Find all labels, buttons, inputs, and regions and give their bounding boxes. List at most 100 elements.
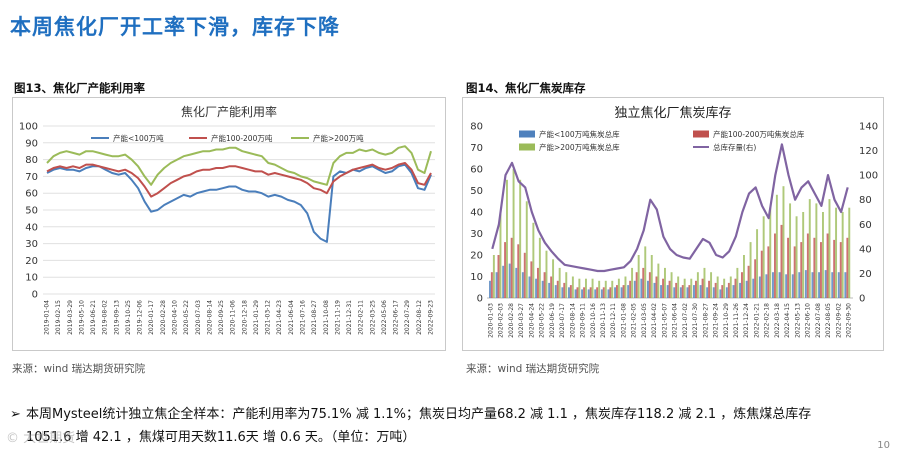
bar: [758, 276, 761, 298]
bar: [655, 276, 658, 298]
x-tick-label: 2019-06-21: [90, 300, 97, 335]
bar: [756, 229, 759, 298]
bar: [714, 282, 717, 298]
bar: [578, 278, 581, 298]
bar: [721, 285, 724, 298]
bar: [767, 246, 770, 298]
x-tick-label: 2022-05-06: [381, 300, 388, 335]
bar: [703, 267, 706, 298]
bar: [637, 255, 640, 298]
bar: [787, 237, 790, 298]
x-tick-label: 2020-04-10: [172, 300, 179, 335]
bar: [543, 272, 546, 298]
bar: [556, 280, 559, 298]
x-tick-label: 2021-12-24: [743, 303, 750, 338]
x-tick-label: 2019-12-06: [137, 300, 144, 335]
x-tick-label: 2019-05-10: [78, 300, 85, 335]
chart13-label: 图13、焦化厂产能利用率: [14, 81, 146, 95]
bar: [552, 259, 555, 298]
bar: [808, 199, 811, 298]
bar: [596, 287, 599, 299]
bar: [569, 285, 572, 298]
slide-title: 本周焦化厂开工率下滑，库存下降: [10, 15, 340, 39]
bar: [846, 237, 849, 298]
bar: [510, 237, 513, 298]
bar: [804, 270, 807, 298]
x-tick-label: 2020-02-28: [160, 300, 167, 335]
bar: [686, 287, 689, 299]
x-tick-label: 2022-06-17: [393, 300, 400, 335]
bar: [508, 263, 511, 298]
chart-title: 焦化厂产能利用率: [181, 104, 277, 119]
bar: [506, 179, 508, 299]
x-tick-label: 2022-02-18: [764, 303, 771, 338]
x-tick-label: 2022-04-15: [784, 303, 791, 338]
bar: [558, 267, 561, 298]
bar: [504, 242, 507, 298]
bar: [545, 250, 548, 298]
bar: [517, 244, 520, 299]
bar: [614, 287, 617, 299]
bar: [785, 274, 788, 298]
x-tick-label: 2022-07-29: [404, 300, 411, 335]
y-tick-label: 60: [25, 189, 38, 200]
y-right-tick-label: 40: [859, 244, 872, 255]
bar: [696, 272, 699, 298]
x-tick-label: 2021-08-27: [311, 300, 318, 335]
y-right-tick-label: 140: [859, 122, 878, 133]
y-tick-label: 70: [25, 172, 38, 183]
y-right-tick-label: 80: [859, 195, 872, 206]
bar: [741, 272, 743, 298]
bar: [798, 272, 801, 298]
bar: [650, 255, 653, 298]
bar: [538, 237, 541, 298]
bar: [523, 252, 526, 298]
bar: [811, 272, 814, 298]
x-tick-label: 2021-10-08: [323, 300, 330, 335]
bar: [774, 233, 776, 298]
y-left-tick-label: 10: [470, 272, 483, 283]
page-number: 10: [877, 440, 890, 451]
bar: [732, 285, 735, 298]
bar: [530, 261, 533, 298]
bar: [574, 289, 577, 298]
series-line: [46, 145, 432, 186]
chart13-frame: 焦化厂产能利用率 0 10 20 30 40 50 60 70 80 90 100 2019-01-04…: [12, 97, 446, 351]
bar: [782, 186, 785, 298]
bar: [627, 285, 630, 298]
bar: [604, 280, 607, 298]
bar: [532, 222, 535, 299]
bar: [622, 285, 625, 298]
bar: [497, 255, 500, 298]
bar: [499, 212, 502, 298]
x-tick-label: 2021-11-19: [334, 300, 341, 335]
x-tick-label: 2019-03-29: [67, 300, 74, 335]
bar: [515, 267, 518, 298]
bar: [695, 280, 697, 298]
bar: [729, 276, 732, 298]
x-tick-label: 2022-06-10: [805, 303, 812, 338]
chart14-label: 图14、焦化厂焦炭库存: [466, 81, 586, 95]
watermark-logo: © 大世期货: [6, 431, 76, 446]
bar: [624, 276, 627, 298]
x-tick-label: 2020-01-17: [148, 300, 155, 335]
y-right-tick-label: 60: [859, 220, 872, 231]
bar: [824, 270, 827, 298]
bar: [561, 287, 564, 299]
x-tick-label: 2022-07-08: [815, 303, 822, 338]
x-tick-label: 2020-08-14: [206, 300, 213, 335]
bar: [828, 199, 831, 298]
series-line: [46, 162, 432, 198]
bar: [710, 272, 713, 298]
x-tick-label: 2020-05-22: [539, 303, 546, 338]
legend-label: 产能<100万吨: [113, 133, 164, 143]
bar: [576, 287, 579, 299]
bar: [736, 267, 739, 298]
bar: [747, 265, 750, 299]
legend-label: 产能>200万吨焦炭总库: [539, 142, 620, 152]
x-tick-label: 2020-05-22: [183, 300, 190, 335]
bar: [571, 276, 574, 298]
bar: [489, 280, 491, 298]
x-tick-label: 2021-10-29: [723, 303, 730, 338]
x-tick-label: 2020-08-14: [569, 303, 576, 338]
